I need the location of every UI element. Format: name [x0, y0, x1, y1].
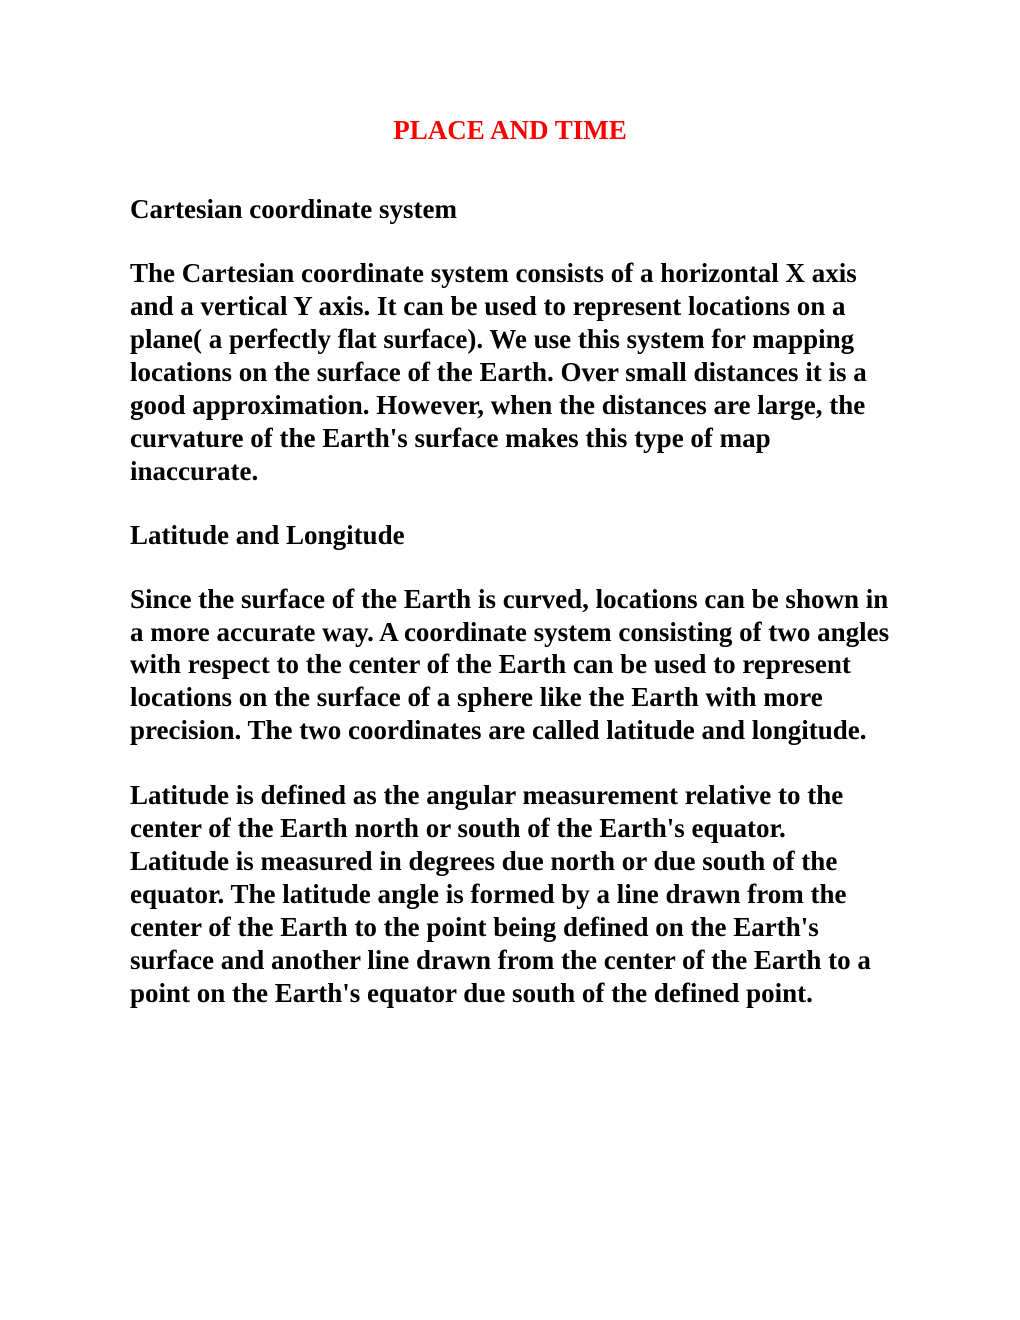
- body-paragraph: Since the surface of the Earth is curved…: [130, 583, 890, 748]
- section-heading: Latitude and Longitude: [130, 520, 890, 551]
- body-paragraph: Latitude is defined as the angular measu…: [130, 779, 890, 1010]
- section-heading: Cartesian coordinate system: [130, 194, 890, 225]
- document-title: PLACE AND TIME: [130, 115, 890, 146]
- body-paragraph: The Cartesian coordinate system consists…: [130, 257, 890, 488]
